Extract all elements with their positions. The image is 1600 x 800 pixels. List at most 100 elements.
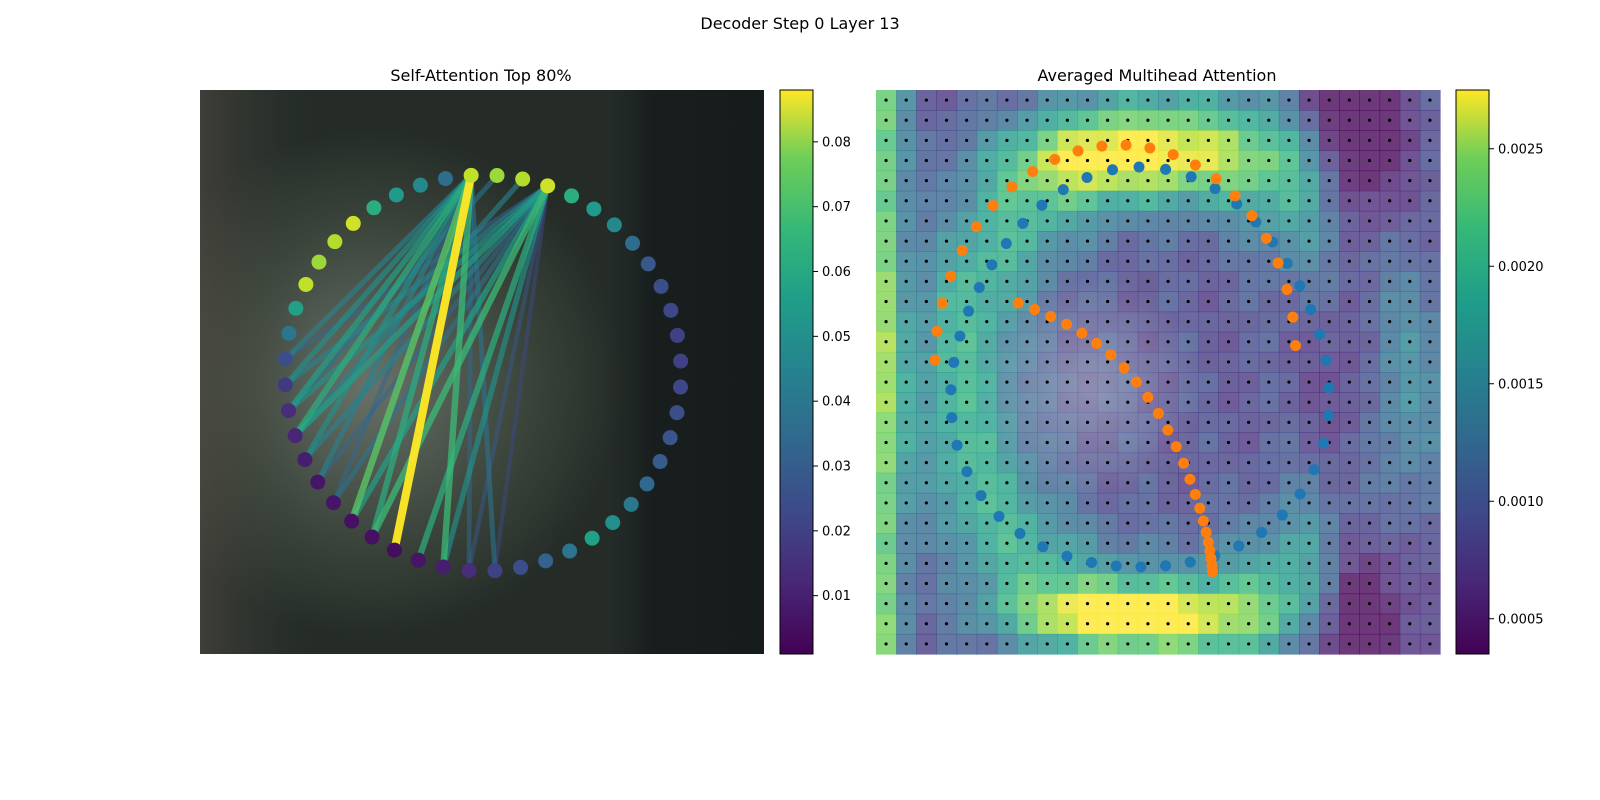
grid-dot xyxy=(1045,219,1049,223)
grid-dot xyxy=(1186,320,1190,324)
grid-dot xyxy=(1126,219,1130,223)
grid-dot xyxy=(944,541,949,545)
grid-dot xyxy=(1206,98,1210,102)
grid-dot xyxy=(985,461,989,465)
grid-dot xyxy=(1206,340,1210,344)
grid-dot xyxy=(904,158,908,163)
grid-dot xyxy=(1428,360,1432,364)
grid-dot xyxy=(1367,98,1372,102)
grid-dot xyxy=(1106,320,1110,324)
grid-dot xyxy=(1408,481,1412,485)
multihead-attention-title: Averaged Multihead Attention xyxy=(1038,66,1277,85)
grid-dot xyxy=(1166,320,1170,324)
token-node xyxy=(625,235,641,251)
grid-dot xyxy=(1226,239,1231,243)
grid-dot xyxy=(884,118,888,122)
grid-dot xyxy=(1367,259,1372,263)
grid-dot xyxy=(1186,158,1190,163)
colorbar-tick-label: 0.06 xyxy=(822,265,851,280)
token-node xyxy=(281,325,297,341)
blue-point xyxy=(1037,541,1049,553)
grid-dot xyxy=(1166,440,1170,445)
blue-point xyxy=(1308,464,1320,476)
grid-dot xyxy=(1367,340,1372,344)
token-node xyxy=(538,553,554,569)
grid-dot xyxy=(1367,461,1372,465)
grid-dot xyxy=(1126,461,1130,465)
grid-dot xyxy=(1388,602,1392,606)
grid-dot xyxy=(1005,138,1009,142)
grid-dot xyxy=(965,400,969,404)
orange-point xyxy=(1091,337,1103,349)
token-node xyxy=(310,474,326,490)
grid-dot xyxy=(884,420,888,424)
token-node xyxy=(487,563,503,579)
grid-dot xyxy=(1408,239,1412,243)
grid-dot xyxy=(1347,199,1351,203)
orange-point xyxy=(1045,310,1057,322)
token-node xyxy=(586,201,602,217)
grid-dot xyxy=(1247,541,1251,545)
grid-dot xyxy=(1166,279,1170,283)
grid-dot xyxy=(1327,622,1331,626)
grid-dot xyxy=(884,158,888,163)
grid-dot xyxy=(1388,642,1392,646)
grid-dot xyxy=(1388,360,1392,364)
grid-dot xyxy=(1226,420,1231,424)
grid-dot xyxy=(1206,279,1210,283)
grid-dot xyxy=(1206,360,1210,364)
grid-dot xyxy=(1428,340,1432,344)
grid-dot xyxy=(1347,642,1351,646)
grid-dot xyxy=(1327,239,1331,243)
grid-dot xyxy=(1287,158,1291,163)
grid-dot xyxy=(1287,239,1291,243)
grid-dot xyxy=(884,259,888,263)
grid-dot xyxy=(1166,360,1170,364)
grid-dot xyxy=(1226,481,1231,485)
grid-dot xyxy=(1085,340,1090,344)
grid-dot xyxy=(1247,340,1251,344)
grid-dot xyxy=(1106,98,1110,102)
grid-dot xyxy=(1247,521,1251,525)
attention-edge xyxy=(492,183,550,573)
grid-dot xyxy=(1085,642,1090,646)
grid-dot xyxy=(1186,299,1190,304)
attention-edge xyxy=(285,183,551,414)
grid-dot xyxy=(1247,481,1251,485)
grid-dot xyxy=(1065,239,1069,243)
token-node xyxy=(277,377,293,393)
grid-dot xyxy=(944,380,949,384)
grid-dot xyxy=(884,299,888,304)
grid-dot xyxy=(1045,98,1049,102)
orange-point xyxy=(1118,362,1130,374)
grid-dot xyxy=(884,199,888,203)
grid-dot xyxy=(1146,561,1150,565)
grid-dot xyxy=(1106,400,1110,404)
grid-dot xyxy=(1146,642,1150,646)
grid-dot xyxy=(1307,561,1311,565)
grid-dot xyxy=(1226,259,1231,263)
grid-dot xyxy=(944,320,949,324)
grid-dot xyxy=(1307,239,1311,243)
grid-dot xyxy=(1065,481,1069,485)
grid-dot xyxy=(1085,622,1090,626)
blue-point xyxy=(1294,280,1306,292)
grid-dot xyxy=(985,541,989,545)
grid-dot xyxy=(1247,622,1251,626)
grid-dot xyxy=(1206,199,1210,203)
colorbar-tick-label: 0.01 xyxy=(822,589,851,604)
grid-dot xyxy=(1025,199,1029,203)
grid-dot xyxy=(1166,179,1170,183)
grid-dot xyxy=(904,219,908,223)
grid-dot xyxy=(985,380,989,384)
grid-dot xyxy=(1327,602,1331,606)
grid-dot xyxy=(1085,481,1090,485)
grid-dot xyxy=(1025,400,1029,404)
grid-dot xyxy=(1347,420,1351,424)
grid-dot xyxy=(1045,179,1049,183)
grid-dot xyxy=(1408,440,1412,445)
grid-dot xyxy=(1307,98,1311,102)
grid-dot xyxy=(1247,179,1251,183)
grid-dot xyxy=(1005,199,1009,203)
grid-dot xyxy=(1106,179,1110,183)
